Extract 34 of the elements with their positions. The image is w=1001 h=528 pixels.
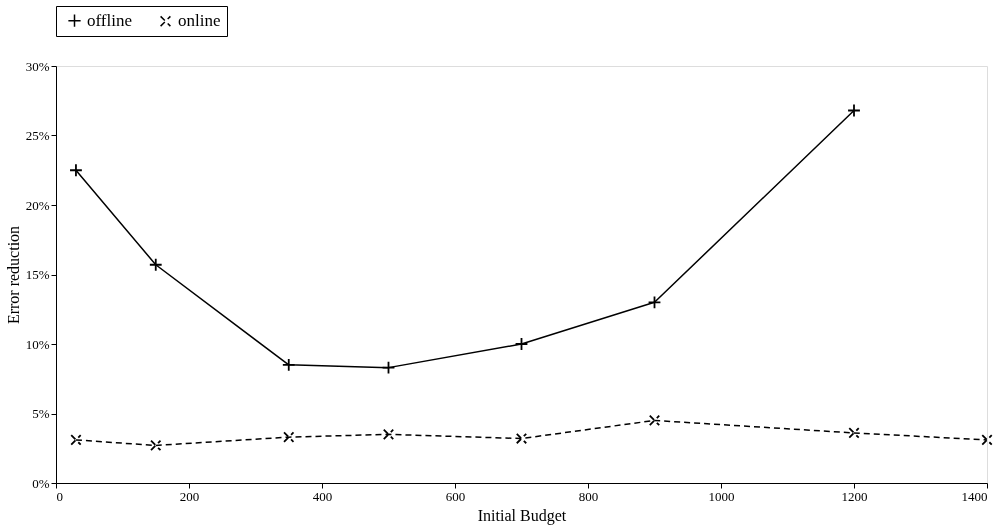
y-tick-label: 10% xyxy=(25,336,50,352)
x-tick-label: 800 xyxy=(578,488,599,504)
y-axis-title: Error reduction xyxy=(4,225,22,325)
point xyxy=(847,103,861,118)
point xyxy=(381,360,396,375)
point xyxy=(70,434,82,446)
y-tick-label: 5% xyxy=(32,406,50,421)
point xyxy=(647,295,662,310)
x-axis-title: Initial Budget xyxy=(477,506,567,525)
point xyxy=(382,428,395,440)
point xyxy=(283,431,295,443)
point xyxy=(648,414,661,427)
point xyxy=(515,432,528,445)
x-tick-label: 1000 xyxy=(708,488,735,504)
y-tick-label: 0% xyxy=(32,475,50,491)
y-tick-label: 15% xyxy=(25,267,50,282)
point xyxy=(848,427,860,439)
x-tick-label: 400 xyxy=(312,488,333,504)
x-tick-label: 600 xyxy=(445,488,466,504)
point xyxy=(281,358,296,372)
y-tick-label: 30% xyxy=(25,58,50,74)
y-tick-label: 25% xyxy=(25,128,50,143)
point xyxy=(981,434,993,446)
x-tick-label: 1400 xyxy=(961,488,988,504)
point xyxy=(514,337,529,351)
y-tick-label: 20% xyxy=(25,197,50,213)
point xyxy=(148,257,163,272)
legend-label: offline xyxy=(87,10,133,30)
x-tick-label: 0 xyxy=(56,488,63,504)
x-tick-label: 1200 xyxy=(841,488,868,504)
point xyxy=(69,163,83,178)
x-tick-label: 200 xyxy=(179,488,200,504)
legend-label: online xyxy=(178,11,221,31)
point xyxy=(150,439,162,452)
